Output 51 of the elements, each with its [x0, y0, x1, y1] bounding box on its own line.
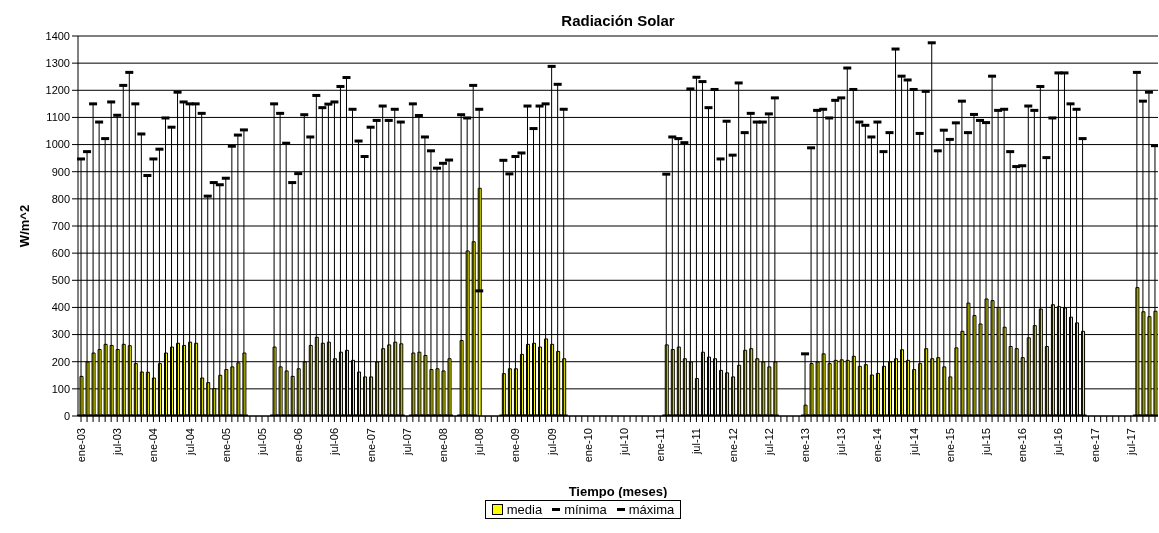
x-tick-label: jul-04 — [183, 428, 196, 456]
y-tick-label: 300 — [51, 328, 70, 341]
x-tick-label: ene-07 — [364, 428, 377, 463]
x-tick-label: ene-15 — [943, 428, 956, 463]
y-tick-label: 100 — [51, 382, 70, 395]
x-tick-label: ene-06 — [292, 428, 305, 463]
legend-label: máxima — [627, 502, 675, 517]
y-tick-label: 200 — [51, 355, 70, 368]
x-tick-label: jul-08 — [473, 428, 486, 456]
x-tick-label: jul-14 — [907, 428, 920, 456]
y-tick-label: 800 — [51, 192, 70, 205]
x-tick-label: jul-11 — [690, 428, 703, 456]
x-tick-label: jul-15 — [980, 428, 993, 456]
x-tick-label: jul-05 — [256, 428, 269, 456]
x-tick-label: jul-16 — [1052, 428, 1065, 456]
y-tick-label: 1000 — [45, 138, 70, 151]
x-tick-label: ene-17 — [1088, 428, 1101, 463]
x-tick-label: ene-11 — [654, 428, 667, 462]
legend-label: media — [505, 502, 543, 517]
x-tick-label: ene-10 — [581, 428, 594, 463]
y-tick-label: 0 — [63, 409, 70, 422]
x-tick-label: ene-08 — [437, 428, 450, 463]
x-tick-label: ene-12 — [726, 428, 739, 463]
x-tick-label: jul-07 — [400, 428, 413, 456]
y-tick-label: 1300 — [45, 57, 70, 70]
x-tick-label: jul-09 — [545, 428, 558, 456]
x-tick-label: jul-13 — [835, 428, 848, 456]
x-tick-label: ene-05 — [219, 428, 232, 463]
x-axis-title: Tiempo (meses) — [568, 484, 668, 499]
legend-label: mínima — [563, 502, 607, 517]
x-tick-label: jul-17 — [1124, 428, 1137, 456]
x-tick-label: ene-16 — [1016, 428, 1029, 463]
y-tick-label: 1200 — [45, 84, 70, 97]
y-tick-label: 500 — [51, 274, 70, 287]
y-tick-label: 1100 — [46, 111, 70, 124]
x-tick-label: ene-13 — [799, 428, 812, 463]
y-tick-label: 900 — [51, 165, 70, 178]
y-tick-label: 400 — [51, 301, 70, 314]
y-tick-label: 600 — [51, 247, 70, 260]
x-tick-label: jul-06 — [328, 428, 341, 456]
y-tick-label: 700 — [51, 219, 70, 232]
x-tick-label: ene-04 — [147, 428, 160, 463]
chart-title: Radiación Solar — [560, 12, 676, 29]
x-tick-label: jul-10 — [618, 428, 631, 456]
y-tick-label: 1400 — [45, 29, 70, 42]
x-tick-label: jul-03 — [111, 428, 124, 456]
x-tick-label: ene-09 — [509, 428, 522, 463]
x-tick-label: ene-14 — [871, 428, 884, 463]
y-axis-title: W/m^2 — [16, 204, 32, 248]
x-tick-label: ene-03 — [75, 428, 88, 463]
x-tick-label: jul-12 — [762, 428, 775, 456]
